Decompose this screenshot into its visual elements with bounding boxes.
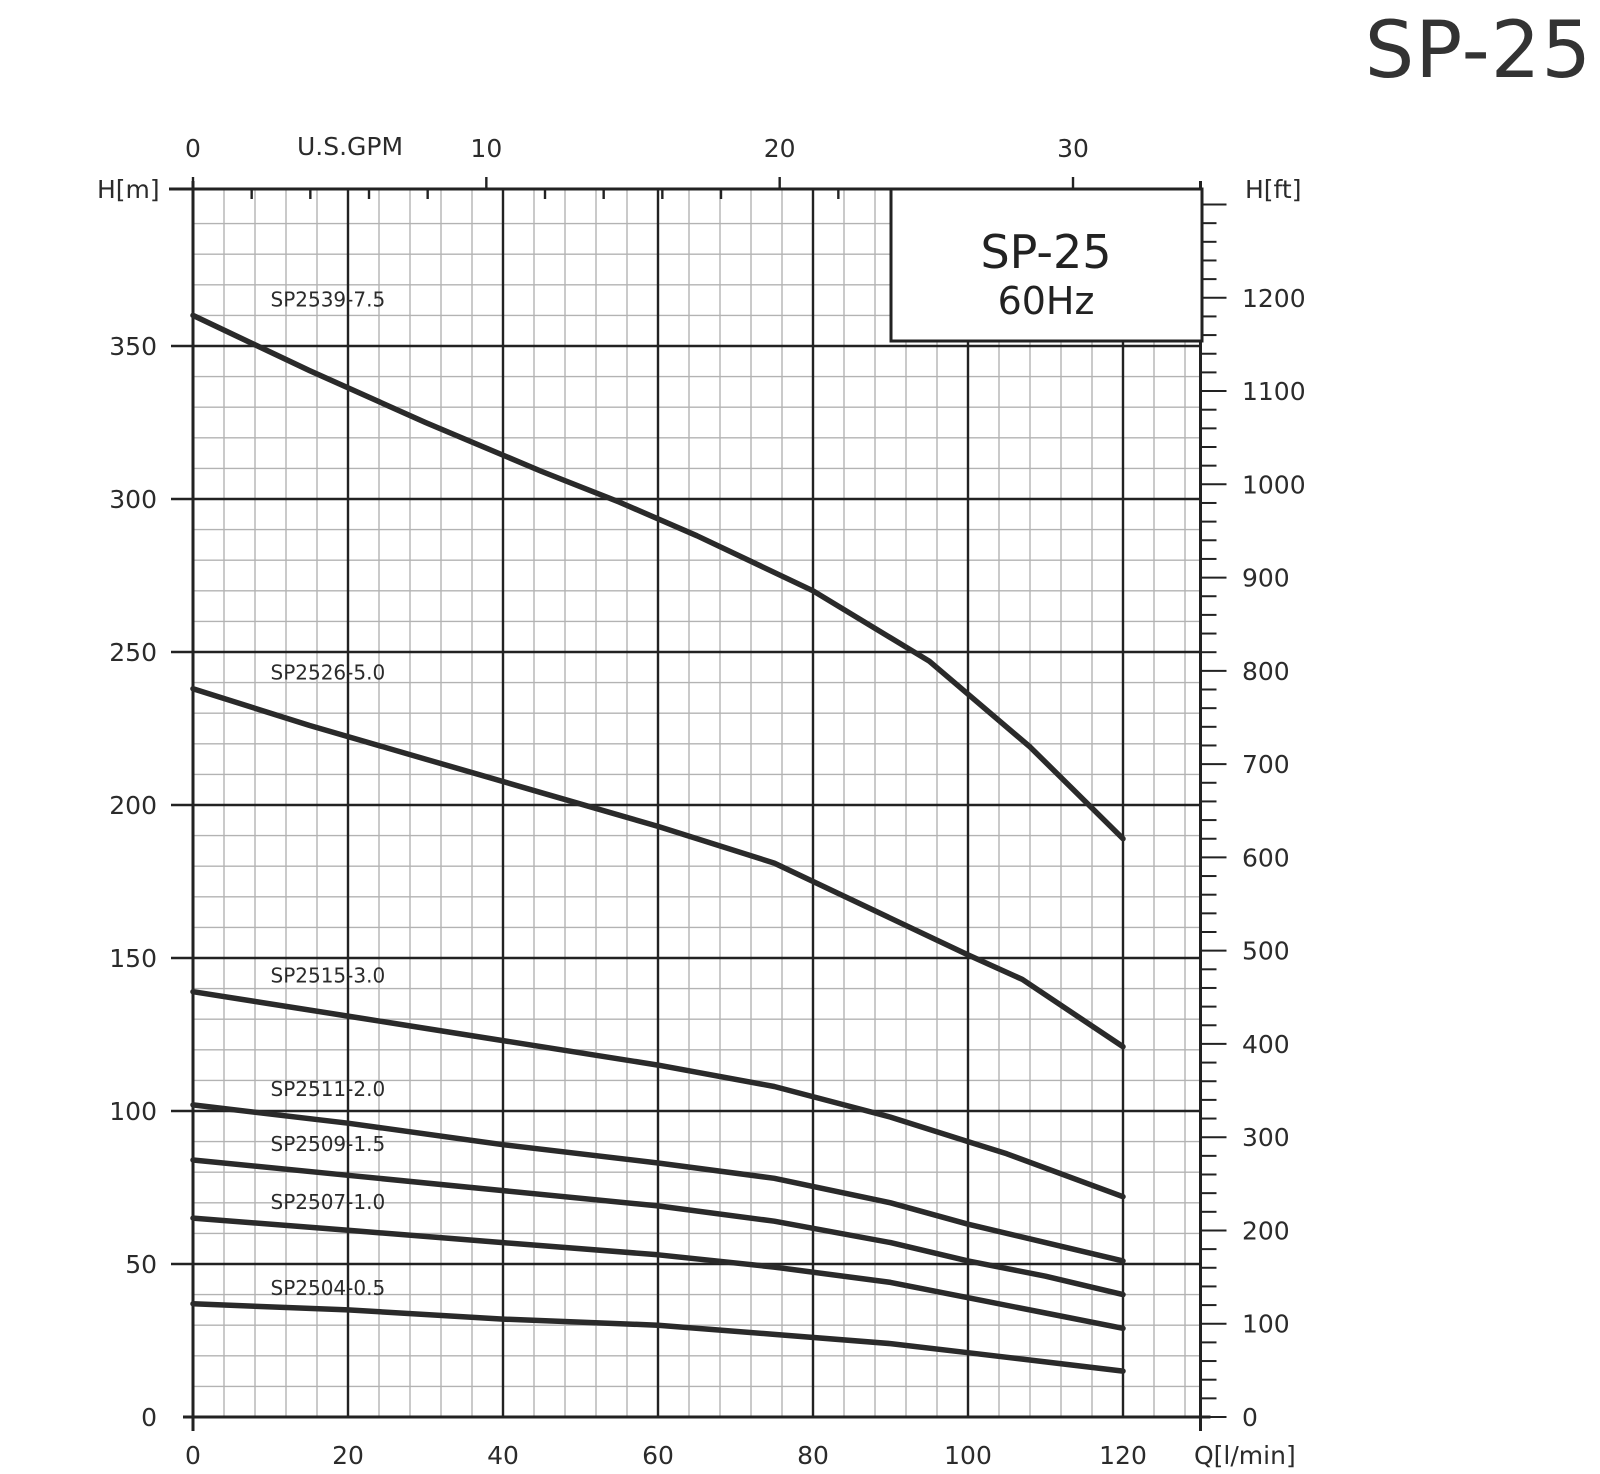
y2-tick-label: 800 — [1242, 657, 1290, 686]
series-label-4: SP2509-1.5 — [271, 1132, 386, 1156]
series-label-6: SP2504-0.5 — [271, 1276, 386, 1300]
x-tick-label: 120 — [1099, 1441, 1147, 1470]
y-axis-label-right: H[ft] — [1245, 175, 1301, 204]
chart-subtitle: 60Hz — [998, 279, 1095, 323]
series-label-2: SP2515-3.0 — [271, 964, 386, 988]
tick-labels: 0 20 40 60 80 100 1200501001502002503003500100… — [109, 134, 1305, 1470]
series-label-3: SP2511-2.0 — [271, 1077, 386, 1101]
x2-tick-label: 20 — [764, 134, 796, 163]
x-tick-label: 60 — [642, 1441, 674, 1470]
y2-tick-label: 100 — [1242, 1310, 1290, 1339]
y2-tick-label: 0 — [1242, 1403, 1258, 1432]
major-gridlines — [193, 189, 1201, 1417]
y2-tick-label: 500 — [1242, 937, 1290, 966]
series-line-5 — [190, 1215, 1126, 1332]
y2-tick-label: 1100 — [1242, 377, 1306, 406]
title-box-frame — [889, 187, 1204, 343]
series-line-0 — [190, 312, 1126, 842]
y2-tick-label: 600 — [1242, 843, 1290, 872]
series-lines — [190, 312, 1126, 1374]
page-title: SP-25 — [1364, 6, 1592, 96]
x2-tick-label: 10 — [470, 134, 502, 163]
y-tick-label: 300 — [109, 485, 157, 514]
y2-tick-label: 1000 — [1242, 470, 1306, 499]
x-axis-label: Q[l/min] — [1194, 1441, 1296, 1470]
x2-axis-label: U.S.GPM — [297, 132, 403, 161]
series-label-5: SP2507-1.0 — [271, 1190, 386, 1214]
series-labels: SP2539-7.5 SP2526-5.0 SP2515-3.0 SP2511-2.0… — [271, 287, 386, 1299]
series-label-0: SP2539-7.5 — [271, 287, 386, 311]
x2-tick-label: 30 — [1057, 134, 1089, 163]
y-tick-label: 100 — [109, 1097, 157, 1126]
y2-tick-label: 200 — [1242, 1216, 1290, 1245]
chart-title-box: SP-25 60Hz — [889, 187, 1204, 343]
x-tick-label: 80 — [797, 1441, 829, 1470]
y-tick-label: 350 — [109, 332, 157, 361]
y-tick-label: 50 — [125, 1250, 157, 1279]
series-line-4 — [190, 1157, 1126, 1298]
y-tick-label: 0 — [141, 1403, 157, 1432]
y2-tick-label: 700 — [1242, 750, 1290, 779]
y2-tick-label: 400 — [1242, 1030, 1290, 1059]
series-label-1: SP2526-5.0 — [271, 661, 386, 685]
series-line-6 — [190, 1301, 1126, 1374]
y-axis-label-left: H[m] — [97, 175, 160, 204]
x-tick-label: 0 — [185, 1441, 201, 1470]
x2-tick-label: 0 — [185, 134, 201, 163]
y-tick-label: 150 — [109, 944, 157, 973]
y-tick-label: 250 — [109, 638, 157, 667]
x-tick-label: 20 — [332, 1441, 364, 1470]
y2-tick-label: 300 — [1242, 1123, 1290, 1152]
series-line-1 — [190, 685, 1126, 1050]
y2-tick-label: 900 — [1242, 564, 1290, 593]
series-line-3 — [190, 1102, 1126, 1264]
x-tick-label: 100 — [944, 1441, 992, 1470]
x-tick-label: 40 — [487, 1441, 519, 1470]
minor-gridlines — [193, 189, 1201, 1417]
y-tick-label: 200 — [109, 791, 157, 820]
chart-title: SP-25 — [980, 225, 1111, 279]
series-line-2 — [190, 988, 1126, 1200]
y2-tick-label: 1200 — [1242, 284, 1306, 313]
